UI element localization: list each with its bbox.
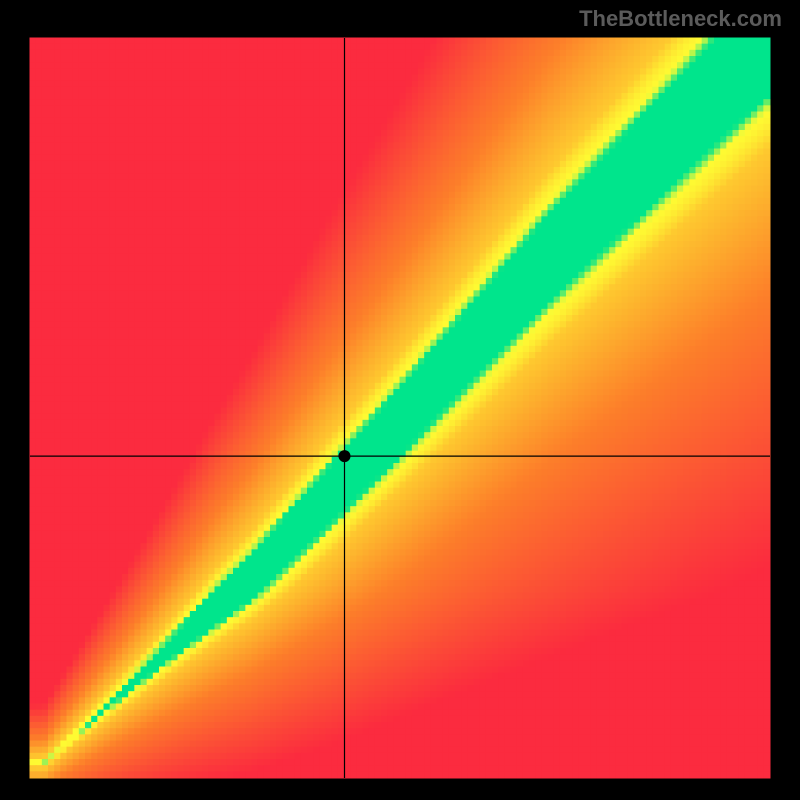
watermark-text: TheBottleneck.com [579,6,782,32]
heatmap [30,38,771,779]
crosshair-dot [339,450,351,462]
